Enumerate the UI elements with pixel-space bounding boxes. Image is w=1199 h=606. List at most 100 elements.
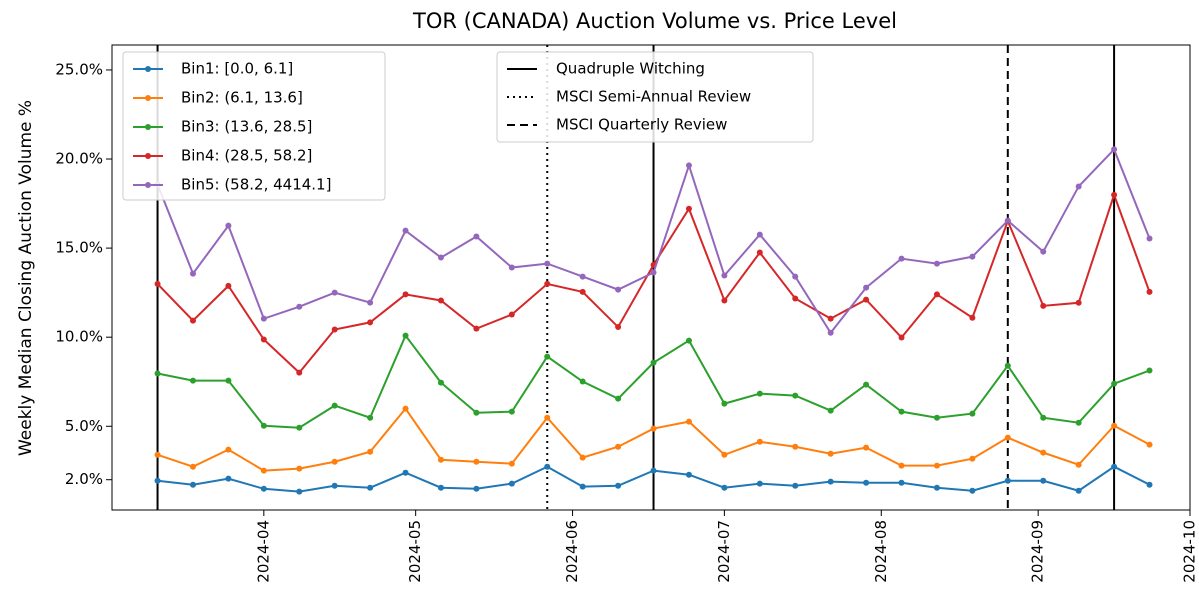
data-point: [1111, 380, 1118, 387]
data-point: [792, 273, 799, 280]
data-point: [615, 482, 622, 489]
data-point: [1075, 461, 1082, 468]
data-point: [508, 408, 515, 415]
data-point: [615, 395, 622, 402]
data-point: [154, 477, 161, 484]
data-point: [1111, 191, 1118, 198]
data-point: [650, 359, 657, 366]
y-tick-label: 20.0%: [55, 150, 103, 168]
data-point: [969, 487, 976, 494]
event-legend: Quadruple Witching MSCI Semi-Annual Revie…: [496, 51, 814, 143]
x-tick-label: 2024-10: [1181, 520, 1199, 583]
data-point: [792, 392, 799, 399]
data-point: [260, 315, 267, 322]
data-point: [508, 311, 515, 318]
data-point: [863, 381, 870, 388]
data-point: [1111, 422, 1118, 429]
data-point: [969, 314, 976, 321]
data-point: [898, 408, 905, 415]
data-point: [650, 467, 657, 474]
data-point: [296, 369, 303, 376]
data-point: [473, 325, 480, 332]
data-point: [650, 425, 657, 432]
data-point: [898, 255, 905, 262]
data-point: [1040, 477, 1047, 484]
data-point: [437, 484, 444, 491]
y-tick-label: 15.0%: [55, 239, 103, 257]
data-point: [898, 462, 905, 469]
data-point: [473, 458, 480, 465]
data-point: [402, 227, 409, 234]
legend-label: Bin3: (13.6, 28.5]: [181, 118, 312, 136]
legend-label: MSCI Semi-Annual Review: [556, 88, 751, 106]
data-point: [827, 315, 834, 322]
data-point: [367, 319, 374, 326]
data-point: [331, 482, 338, 489]
data-point: [402, 405, 409, 412]
data-point: [933, 462, 940, 469]
data-point: [792, 482, 799, 489]
data-point: [1004, 434, 1011, 441]
data-point: [154, 370, 161, 377]
legend-marker: [145, 153, 151, 159]
data-point: [721, 272, 728, 279]
data-point: [615, 286, 622, 293]
data-point: [721, 451, 728, 458]
data-point: [260, 422, 267, 429]
data-point: [1004, 217, 1011, 224]
data-point: [969, 455, 976, 462]
data-point: [154, 451, 161, 458]
y-axis-label: Weekly Median Closing Auction Volume %: [16, 100, 36, 456]
data-point: [189, 270, 196, 277]
data-point: [579, 288, 586, 295]
data-point: [544, 463, 551, 470]
data-point: [1075, 299, 1082, 306]
data-point: [615, 324, 622, 331]
data-point: [225, 222, 232, 229]
data-point: [792, 443, 799, 450]
data-point: [402, 291, 409, 298]
x-tick-label: 2024-07: [715, 520, 733, 583]
data-point: [437, 456, 444, 463]
data-point: [1146, 481, 1153, 488]
data-point: [225, 446, 232, 453]
data-point: [685, 418, 692, 425]
data-point: [225, 475, 232, 482]
data-point: [1004, 477, 1011, 484]
data-point: [508, 480, 515, 487]
data-point: [827, 450, 834, 457]
data-point: [473, 233, 480, 240]
data-point: [189, 481, 196, 488]
data-point: [296, 465, 303, 472]
data-point: [154, 280, 161, 287]
data-point: [367, 299, 374, 306]
data-point: [437, 254, 444, 261]
data-point: [1040, 302, 1047, 309]
data-point: [1040, 414, 1047, 421]
data-point: [969, 410, 976, 417]
data-point: [863, 296, 870, 303]
data-point: [296, 303, 303, 310]
data-point: [615, 443, 622, 450]
data-point: [579, 483, 586, 490]
y-tick-label: 10.0%: [55, 328, 103, 346]
data-point: [437, 297, 444, 304]
data-point: [721, 400, 728, 407]
data-point: [225, 377, 232, 384]
y-tick-label: 25.0%: [55, 60, 103, 78]
data-point: [331, 289, 338, 296]
data-point: [685, 337, 692, 344]
legend-marker: [145, 182, 151, 188]
x-tick-label: 2024-09: [1029, 520, 1047, 583]
data-point: [367, 448, 374, 455]
legend-label: Quadruple Witching: [556, 60, 705, 78]
data-point: [579, 273, 586, 280]
data-point: [898, 479, 905, 486]
data-point: [1146, 367, 1153, 374]
data-point: [331, 458, 338, 465]
legend-label: Bin5: (58.2, 4414.1]: [181, 176, 331, 194]
data-point: [898, 334, 905, 341]
data-point: [1075, 419, 1082, 426]
data-point: [544, 353, 551, 360]
x-tick-label: 2024-05: [406, 520, 424, 583]
